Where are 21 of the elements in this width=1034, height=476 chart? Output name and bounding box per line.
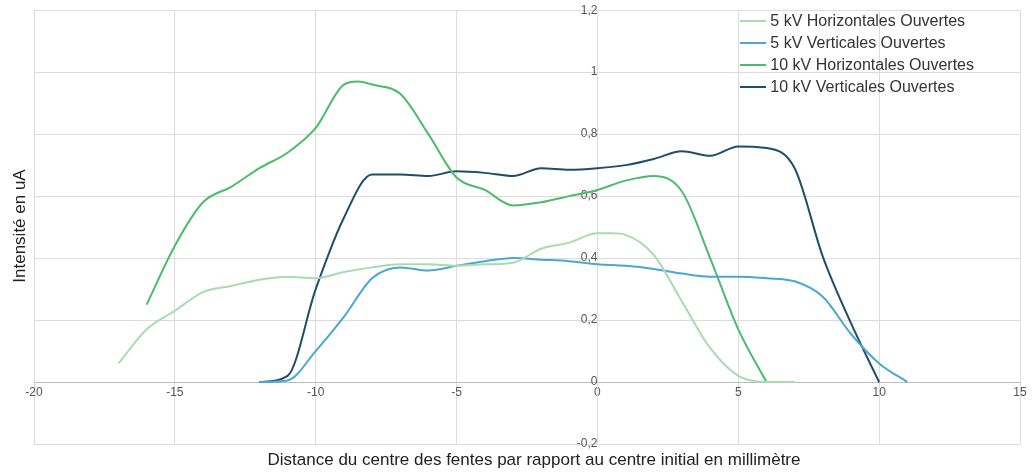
legend-label: 5 kV Verticales Ouvertes <box>770 33 946 53</box>
y-axis-title: Intensité en uA <box>10 169 30 283</box>
x-tick-label: 5 <box>734 384 742 399</box>
y-tick-label: -0,2 <box>576 436 598 451</box>
y-tick-label: 1 <box>590 64 598 79</box>
y-tick-label: 1,2 <box>580 2 598 17</box>
x-tick-label: 15 <box>1013 384 1027 399</box>
y-tick-label: 0,2 <box>580 312 598 327</box>
legend-label: 5 kV Horizontales Ouvertes <box>770 11 966 31</box>
x-tick-label: 10 <box>872 384 887 399</box>
x-tick-label: -5 <box>451 384 463 399</box>
x-tick-label: -10 <box>307 384 325 399</box>
x-tick-label: -15 <box>166 384 184 399</box>
x-axis-title: Distance du centre des fentes par rapport au centre initial en millimètre <box>266 450 802 470</box>
legend-label: 10 kV Horizontales Ouvertes <box>770 55 974 75</box>
x-tick-label: -20 <box>25 384 43 399</box>
legend-label: 10 kV Verticales Ouvertes <box>770 77 955 97</box>
line-series <box>145 80 768 384</box>
y-tick-label: 0,8 <box>580 126 598 141</box>
y-tick-label: 0,4 <box>580 250 598 265</box>
line-series <box>117 232 796 384</box>
